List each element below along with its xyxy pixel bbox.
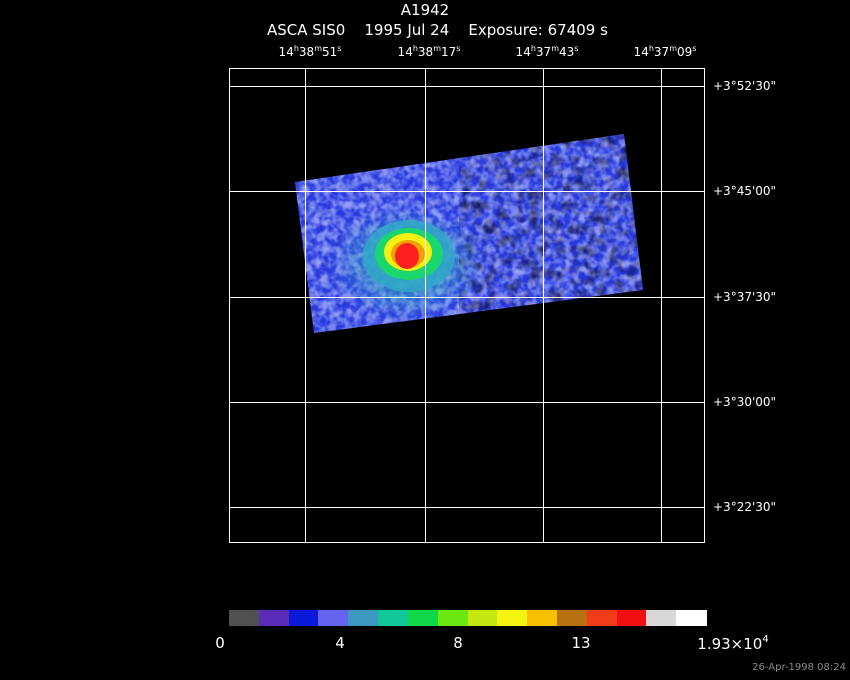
colorbar-swatch (378, 610, 409, 626)
ra-tick-label: 14h38m17s (397, 44, 461, 59)
colorbar-swatch (318, 610, 349, 626)
cluster-contour-red (395, 243, 419, 269)
detector-footprint (295, 134, 643, 333)
ra-tick-label: 14h38m51s (278, 44, 342, 59)
colorbar-swatch (407, 610, 439, 626)
colorbar-swatch (288, 610, 319, 626)
colorbar-tick-label: 4 (335, 634, 345, 652)
cluster-core (363, 220, 455, 292)
detector-noise-gray (459, 134, 643, 333)
dec-tick-label: +3°45'00" (713, 184, 777, 198)
colorbar-swatch (646, 610, 677, 626)
observation-info: ASCA SIS0 1995 Jul 24 Exposure: 67409 s (267, 21, 608, 39)
coordinate-grid (229, 68, 705, 543)
exposure-label: Exposure: 67409 s (468, 21, 608, 39)
colorbar (229, 610, 707, 626)
dec-tick-label: +3°37'30" (713, 290, 777, 304)
colorbar-swatch (676, 610, 707, 626)
colorbar-swatch (616, 610, 647, 626)
colorbar-swatch (467, 610, 498, 626)
colorbar-tick-label: 13 (571, 634, 591, 652)
instrument-label: ASCA SIS0 (267, 21, 346, 39)
colorbar-swatch (586, 610, 618, 626)
colorbar-swatch (348, 610, 379, 626)
xray-image-panel (229, 68, 705, 543)
dec-tick-label: +3°30'00" (713, 395, 777, 409)
colorbar-swatch (527, 610, 558, 626)
dec-tick-label: +3°22'30" (713, 500, 777, 514)
colorbar-swatch (258, 610, 290, 626)
image-frame (229, 68, 705, 543)
colorbar-swatch (229, 610, 260, 626)
colorbar-max-label: 1.93×104 (697, 634, 769, 653)
colorbar-swatch (497, 610, 528, 626)
colorbar-tick-label: 8 (453, 634, 463, 652)
ra-tick-label: 14h37m43s (515, 44, 579, 59)
ra-tick-label: 14h37m09s (633, 44, 697, 59)
observation-date: 1995 Jul 24 (364, 21, 450, 39)
colorbar-swatch (556, 610, 588, 626)
colorbar-swatch (437, 610, 468, 626)
dec-tick-label: +3°52'30" (713, 79, 777, 93)
timestamp: 26-Apr-1998 08:24 (752, 662, 846, 673)
colorbar-tick-label: 0 (215, 634, 225, 652)
image-title: A1942 (400, 1, 450, 19)
